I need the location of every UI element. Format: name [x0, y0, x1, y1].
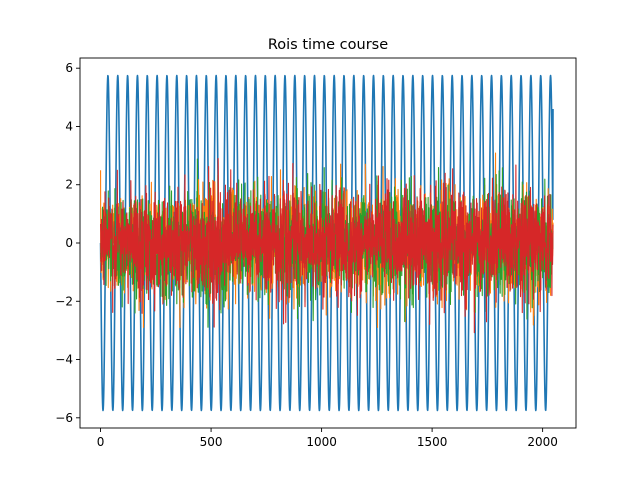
series-layer	[99, 74, 554, 412]
series-line-4	[100, 157, 554, 334]
x-axis: 0 500 1000 1500 2000	[97, 428, 558, 449]
y-tick-label: −6	[55, 411, 73, 425]
y-tick-label: 4	[65, 119, 73, 133]
plot-area	[99, 74, 554, 412]
y-tick-label: 0	[65, 236, 73, 250]
x-tick-label: 1500	[417, 435, 448, 449]
y-tick-label: 2	[65, 178, 73, 192]
y-tick-label: −2	[55, 294, 73, 308]
chart-title: Rois time course	[268, 37, 388, 53]
x-tick-label: 500	[200, 435, 223, 449]
x-tick-label: 0	[97, 435, 105, 449]
x-tick-label: 2000	[527, 435, 558, 449]
y-axis: −6 −4 −2 0 2 4 6	[55, 61, 80, 425]
x-tick-label: 1000	[306, 435, 337, 449]
y-tick-label: 6	[65, 61, 73, 75]
y-tick-label: −4	[55, 353, 73, 367]
